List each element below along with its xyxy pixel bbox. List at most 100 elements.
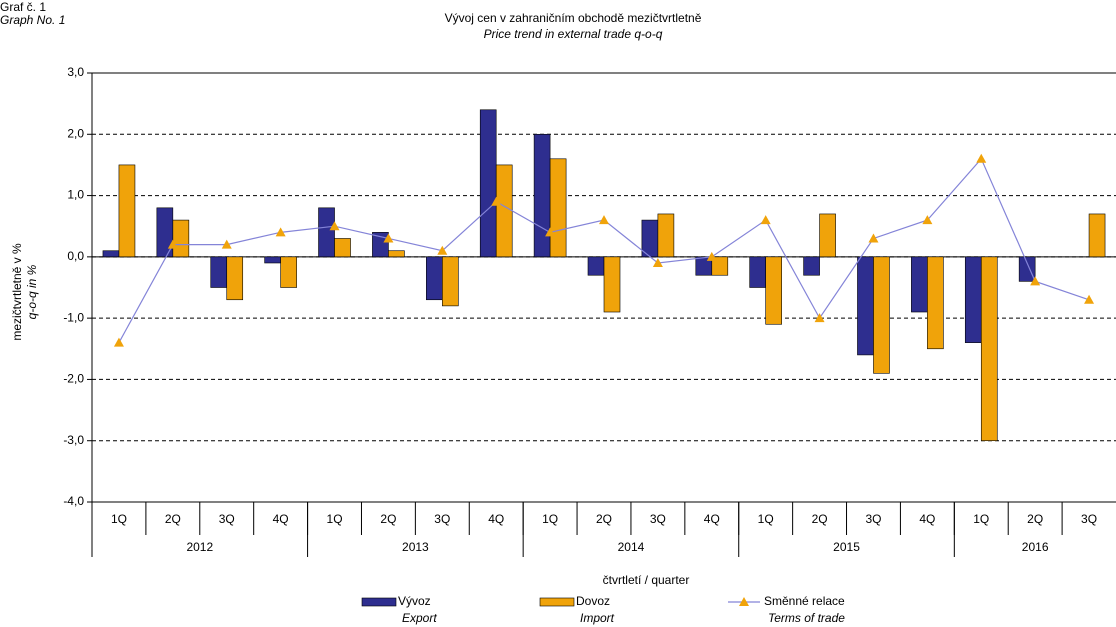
marker	[437, 245, 448, 255]
legend-label: Dovoz	[576, 594, 610, 608]
x-tick-label: 2Q	[165, 512, 181, 526]
bar	[264, 256, 281, 264]
marker	[976, 153, 987, 163]
y-tick-label: -4,0	[63, 494, 84, 508]
marker	[814, 313, 825, 323]
bar	[495, 164, 513, 258]
x-group-label: 2015	[833, 540, 860, 554]
chart-title: Vývoj cen v zahraničním obchodě mezičtvr…	[445, 11, 702, 25]
y-tick-label: -2,0	[63, 372, 84, 386]
marker	[167, 239, 178, 249]
x-tick-label: 1Q	[111, 512, 127, 526]
y-tick-label: 1,0	[67, 188, 84, 202]
marker	[760, 215, 771, 225]
y-tick-label: -1,0	[63, 310, 84, 324]
x-tick-label: 3Q	[650, 512, 666, 526]
bar	[980, 256, 998, 442]
bar	[641, 219, 659, 258]
bar	[1018, 256, 1036, 282]
bar	[657, 213, 675, 258]
x-tick-label: 2Q	[596, 512, 612, 526]
bar	[388, 250, 405, 258]
x-tick-label: 1Q	[542, 512, 558, 526]
bar	[587, 256, 605, 276]
legend-label: Vývoz	[398, 594, 431, 608]
x-tick-label: 3Q	[219, 512, 235, 526]
bar	[372, 232, 389, 258]
bar	[857, 256, 874, 356]
x-tick-label: 2Q	[380, 512, 396, 526]
marker	[545, 227, 556, 237]
marker	[113, 337, 124, 347]
bar	[533, 133, 551, 258]
x-tick-label: 3Q	[1081, 512, 1097, 526]
x-group-label: 2012	[186, 540, 213, 554]
x-tick-label: 2Q	[812, 512, 828, 526]
bar	[711, 256, 729, 276]
y-tick-label: 2,0	[67, 126, 84, 140]
bar	[426, 256, 443, 301]
x-tick-label: 4Q	[273, 512, 289, 526]
bar	[280, 256, 297, 288]
marker	[1030, 276, 1041, 286]
bar	[803, 256, 820, 276]
bar	[873, 256, 890, 374]
bar	[911, 256, 928, 313]
y-tick-label: -3,0	[63, 433, 84, 447]
bar	[102, 250, 120, 258]
bar	[172, 219, 190, 258]
marker	[275, 227, 286, 237]
legend-marker	[739, 597, 749, 606]
legend-label-en: Import	[580, 611, 615, 625]
bar	[318, 207, 335, 258]
marker	[383, 233, 394, 243]
y-tick-label: 3,0	[67, 65, 84, 79]
x-tick-label: 1Q	[758, 512, 774, 526]
x-tick-label: 4Q	[704, 512, 720, 526]
marker	[491, 196, 502, 206]
bar	[603, 256, 621, 313]
y-axis-label: mezičtvrtletně v %	[10, 243, 24, 341]
bar	[765, 256, 782, 325]
marker	[329, 221, 340, 231]
x-group-label: 2014	[618, 540, 645, 554]
chart-subtitle: Price trend in external trade q-o-q	[484, 27, 663, 41]
bar	[118, 164, 136, 258]
marker	[922, 215, 933, 225]
marker	[221, 239, 232, 249]
legend-swatch	[539, 597, 575, 607]
bar	[749, 256, 766, 288]
legend-label: Směnné relace	[764, 594, 845, 608]
x-tick-label: 4Q	[488, 512, 504, 526]
x-axis-label: čtvrtletí / quarter	[603, 573, 690, 587]
x-tick-label: 3Q	[434, 512, 450, 526]
bar	[964, 256, 982, 343]
marker	[706, 251, 717, 261]
marker	[1084, 294, 1095, 304]
legend-swatch	[361, 597, 397, 607]
graph-label: Graf č. 1	[0, 0, 46, 14]
x-tick-label: 1Q	[973, 512, 989, 526]
bar	[334, 238, 351, 258]
y-tick-label: 0,0	[67, 249, 84, 263]
bar	[1088, 213, 1106, 258]
x-tick-label: 2Q	[1027, 512, 1043, 526]
graph-label-en: Graph No. 1	[0, 13, 65, 27]
legend-label-en: Export	[402, 611, 437, 625]
marker	[652, 257, 663, 267]
x-group-label: 2013	[402, 540, 429, 554]
x-tick-label: 3Q	[865, 512, 881, 526]
bar	[819, 213, 836, 258]
bar	[549, 158, 567, 258]
bar	[442, 256, 459, 307]
bar	[927, 256, 944, 350]
bar	[226, 256, 244, 301]
legend-label-en: Terms of trade	[768, 611, 845, 625]
marker	[868, 233, 879, 243]
y-axis-label-en: q-o-q in %	[25, 264, 39, 319]
x-tick-label: 1Q	[327, 512, 343, 526]
bar	[210, 256, 228, 288]
bar	[479, 109, 497, 258]
x-tick-label: 4Q	[919, 512, 935, 526]
